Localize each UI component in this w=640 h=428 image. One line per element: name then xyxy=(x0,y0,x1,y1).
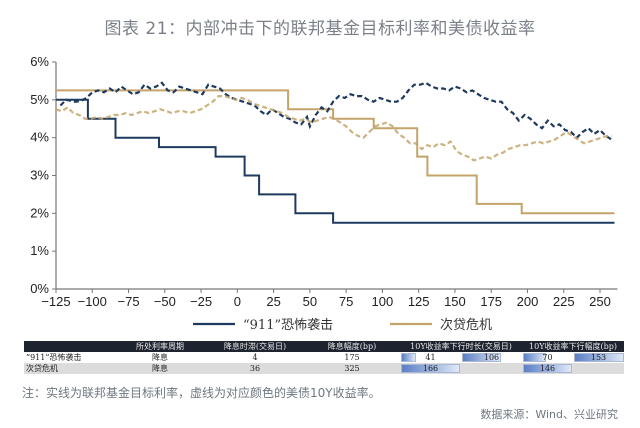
x-tick-label: −125 xyxy=(41,294,70,309)
table-header-row: 所处利率周期 降息时滞(交易日) 降息幅度(bp) 10Y收益率下行时长(交易日… xyxy=(24,341,625,352)
event-cell: 次贷危机 xyxy=(24,363,114,374)
x-tick-label: 250 xyxy=(589,294,611,309)
y-tick-label: 6% xyxy=(30,54,49,69)
data-bar-cell: 153 xyxy=(573,352,625,363)
x-tick-label: 100 xyxy=(372,294,394,309)
x-tick-label: 175 xyxy=(480,294,502,309)
legend-label: “911”恐怖袭击 xyxy=(243,317,333,333)
lag-cell: 36 xyxy=(206,363,304,374)
data-bar-cell: 70 xyxy=(522,352,574,363)
lag-cell: 4 xyxy=(206,352,304,363)
fed-rate-line xyxy=(56,98,615,224)
header-event xyxy=(24,341,114,352)
data-bar xyxy=(523,353,547,362)
header-cut: 降息幅度(bp) xyxy=(304,341,400,352)
table-row: 次贷危机 降息 36 325 166 146 xyxy=(24,363,625,374)
data-bar-cell: 166 xyxy=(400,363,461,374)
summary-table: 所处利率周期 降息时滞(交易日) 降息幅度(bp) 10Y收益率下行时长(交易日… xyxy=(24,341,625,374)
x-tick-label: −25 xyxy=(190,294,212,309)
x-tick-label: 200 xyxy=(517,294,539,309)
yield-line xyxy=(55,95,612,162)
empty-cell xyxy=(461,363,523,374)
x-tick-label: 50 xyxy=(303,294,317,309)
cut-cell: 175 xyxy=(304,352,400,363)
cycle-cell: 降息 xyxy=(114,363,206,374)
x-tick-label: 150 xyxy=(444,294,466,309)
data-bar xyxy=(401,353,417,362)
x-tick-label: 225 xyxy=(553,294,575,309)
x-tick-label: −50 xyxy=(154,294,176,309)
data-bar xyxy=(523,364,572,373)
y-tick-label: 2% xyxy=(30,205,49,220)
event-cell: “911”恐怖袭击 xyxy=(24,352,114,363)
fed-rate-line xyxy=(56,89,615,215)
data-bar xyxy=(401,364,460,373)
yield-line xyxy=(59,81,613,141)
header-lag: 降息时滞(交易日) xyxy=(206,341,304,352)
y-tick-label: 1% xyxy=(30,243,49,258)
chart-title: 图表 21：内部冲击下的联邦基金目标利率和美债收益率 xyxy=(104,19,536,39)
x-tick-label: 75 xyxy=(339,294,353,309)
table-row: “911”恐怖袭击 降息 4 175 41 106 70 153 xyxy=(24,352,625,363)
y-tick-label: 4% xyxy=(30,130,49,145)
data-bar-cell: 146 xyxy=(522,363,574,374)
axes: 0% 1% 2% 3% 4% 5% 6% −125 −100 −75 −50 −25 0 25 50 75 10… xyxy=(30,54,618,309)
header-yield-days: 10Y收益率下行时长(交易日) xyxy=(400,341,523,352)
x-tick-label: 0 xyxy=(234,294,241,309)
legend: “911”恐怖袭击 次贷危机 xyxy=(193,317,492,333)
data-bar xyxy=(462,353,502,362)
data-bar-cell: 106 xyxy=(461,352,523,363)
x-tick-label: −100 xyxy=(78,294,107,309)
x-tick-label: 25 xyxy=(266,294,280,309)
legend-label: 次贷危机 xyxy=(440,317,492,333)
data-bar xyxy=(574,353,624,362)
data-bar-cell: 41 xyxy=(400,352,461,363)
y-tick-label: 3% xyxy=(30,168,49,183)
header-yield-bp: 10Y收益率下行幅度(bp) xyxy=(522,341,625,352)
cut-cell: 325 xyxy=(304,363,400,374)
cycle-cell: 降息 xyxy=(114,352,206,363)
header-cycle: 所处利率周期 xyxy=(114,341,206,352)
y-tick-label: 0% xyxy=(30,281,49,296)
series-group xyxy=(55,81,615,224)
x-tick-label: −75 xyxy=(118,294,140,309)
line-chart: 0% 1% 2% 3% 4% 5% 6% −125 −100 −75 −50 −25 0 25 50 75 10… xyxy=(30,54,618,333)
data-source: 数据来源：Wind、兴业研究 xyxy=(480,408,618,421)
y-tick-label: 5% xyxy=(30,92,49,107)
empty-cell xyxy=(573,363,625,374)
chart-note: 注：实线为联邦基金目标利率，虚线为对应颜色的美债10Y收益率。 xyxy=(22,386,381,400)
x-tick-label: 125 xyxy=(408,294,430,309)
